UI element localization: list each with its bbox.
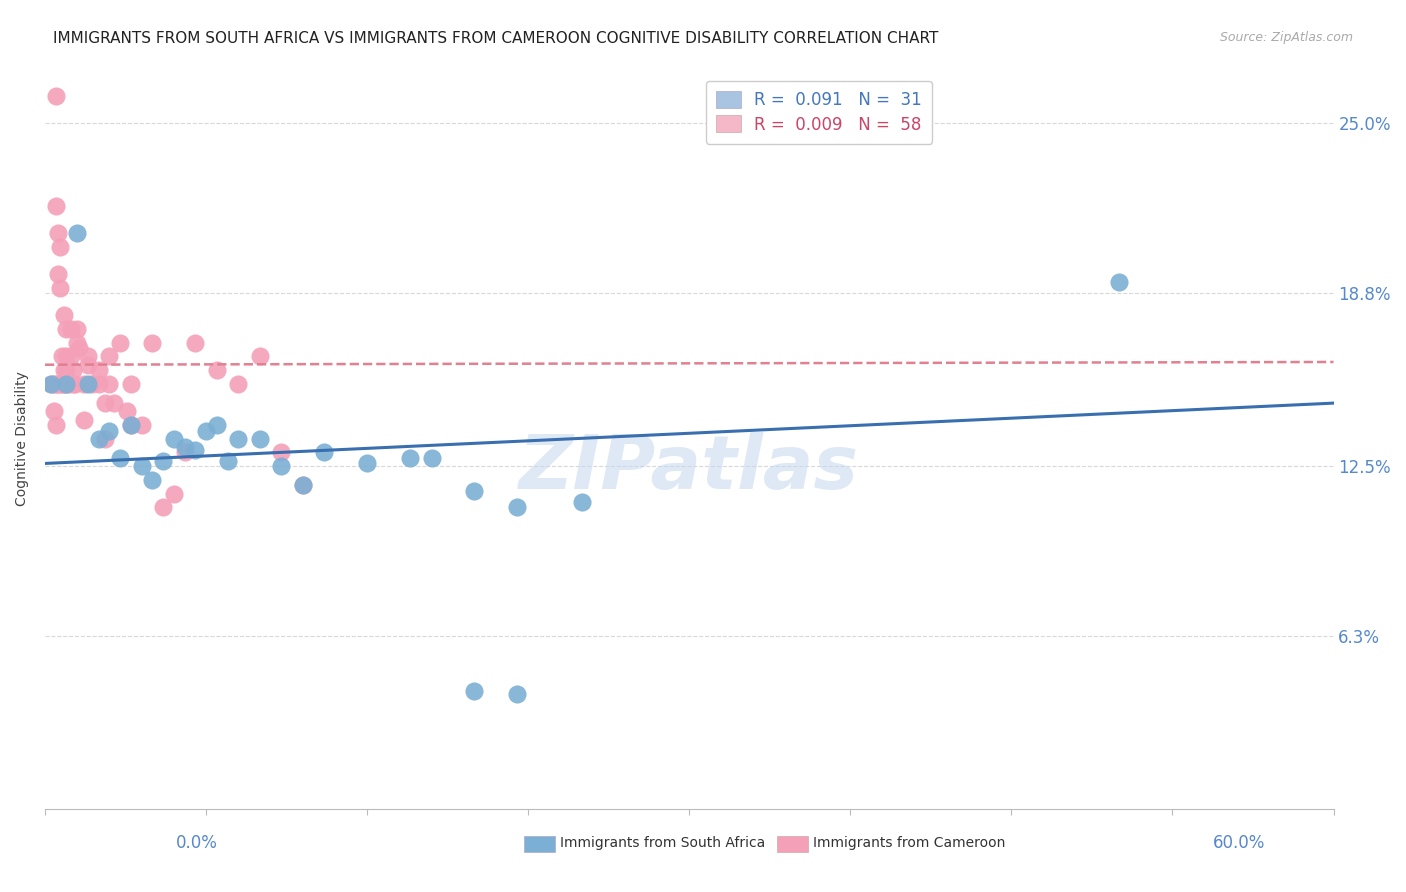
Point [195, 424, 218, 438]
Point [62, 363, 84, 377]
Point [356, 457, 378, 471]
Point [291, 478, 314, 492]
Point [87, 363, 110, 377]
Point [314, 445, 336, 459]
Point [59, 350, 82, 364]
Point [173, 440, 195, 454]
Point [98, 350, 121, 364]
Point [46, 226, 69, 240]
Text: ZIPatlas: ZIPatlas [519, 432, 859, 505]
Point [45, 418, 67, 433]
Point [120, 376, 142, 391]
Point [55, 350, 77, 364]
Text: Immigrants from South Africa: Immigrants from South Africa [560, 836, 765, 850]
Point [115, 404, 138, 418]
Point [87, 432, 110, 446]
Point [82, 376, 104, 391]
Point [77, 376, 100, 391]
Point [53, 309, 76, 323]
Point [98, 376, 121, 391]
Point [42, 376, 65, 391]
Point [66, 322, 89, 336]
Point [77, 358, 100, 372]
Point [506, 500, 529, 515]
Point [53, 376, 76, 391]
Point [59, 322, 82, 336]
Point [1108, 276, 1130, 290]
Point [55, 376, 77, 391]
Point [49, 240, 72, 254]
Point [87, 376, 110, 391]
Text: IMMIGRANTS FROM SOUTH AFRICA VS IMMIGRANTS FROM CAMEROON COGNITIVE DISABILITY CO: IMMIGRANTS FROM SOUTH AFRICA VS IMMIGRAN… [53, 31, 939, 46]
Point [55, 363, 77, 377]
Point [120, 418, 142, 433]
Point [51, 376, 73, 391]
Point [108, 335, 131, 350]
Point [506, 687, 529, 701]
Point [131, 459, 153, 474]
Point [53, 363, 76, 377]
Point [270, 459, 292, 474]
Point [41, 376, 63, 391]
Text: Immigrants from Cameroon: Immigrants from Cameroon [813, 836, 1005, 850]
Point [55, 322, 77, 336]
Point [120, 418, 142, 433]
Point [45, 376, 67, 391]
Point [141, 473, 163, 487]
Point [94, 432, 117, 446]
Point [463, 684, 485, 698]
Y-axis label: Cognitive Disability: Cognitive Disability [15, 371, 30, 506]
Point [463, 483, 485, 498]
Point [49, 376, 72, 391]
Point [46, 376, 69, 391]
Point [152, 453, 174, 467]
Point [58, 376, 80, 391]
Point [163, 432, 186, 446]
Point [270, 445, 292, 459]
Point [249, 350, 271, 364]
Text: 0.0%: 0.0% [176, 834, 218, 852]
Point [226, 432, 249, 446]
Point [131, 418, 153, 433]
Point [66, 335, 89, 350]
Point [217, 453, 239, 467]
Point [67, 341, 90, 355]
Text: Source: ZipAtlas.com: Source: ZipAtlas.com [1219, 31, 1353, 45]
Point [94, 396, 117, 410]
Point [98, 424, 121, 438]
Point [184, 335, 207, 350]
Point [205, 418, 228, 433]
Legend: R =  0.091   N =  31, R =  0.009   N =  58: R = 0.091 N = 31, R = 0.009 N = 58 [706, 80, 932, 144]
Point [41, 376, 63, 391]
Point [205, 363, 228, 377]
Point [291, 478, 314, 492]
Point [42, 404, 65, 418]
Point [103, 396, 125, 410]
Point [226, 376, 249, 391]
Point [184, 442, 207, 457]
Point [55, 376, 77, 391]
Point [72, 412, 94, 426]
Point [62, 376, 84, 391]
Point [249, 432, 271, 446]
Point [66, 226, 89, 240]
Point [63, 376, 86, 391]
Point [49, 281, 72, 295]
Point [420, 450, 443, 465]
Point [163, 486, 186, 500]
Point [51, 350, 73, 364]
Point [141, 335, 163, 350]
Point [77, 350, 100, 364]
Text: 60.0%: 60.0% [1213, 834, 1265, 852]
Point [46, 267, 69, 281]
Point [152, 500, 174, 515]
Point [45, 89, 67, 103]
Point [571, 495, 593, 509]
Point [108, 450, 131, 465]
Point [173, 445, 195, 459]
Point [45, 199, 67, 213]
Point [72, 376, 94, 391]
Point [399, 450, 422, 465]
